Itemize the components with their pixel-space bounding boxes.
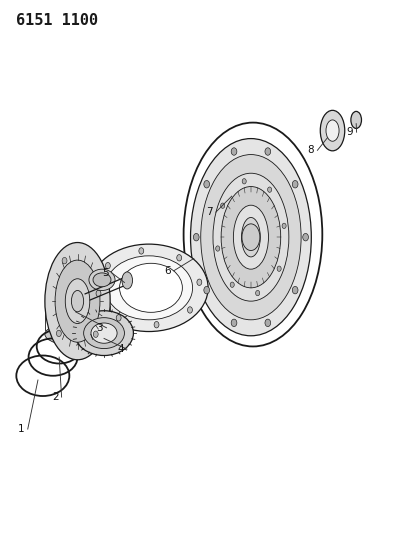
Ellipse shape xyxy=(45,322,110,346)
Text: 6151 1100: 6151 1100 xyxy=(16,13,98,28)
Circle shape xyxy=(154,321,159,328)
Text: 2: 2 xyxy=(52,392,58,402)
Circle shape xyxy=(177,255,182,261)
Ellipse shape xyxy=(213,173,289,301)
Ellipse shape xyxy=(242,224,260,251)
Circle shape xyxy=(93,331,98,337)
Circle shape xyxy=(277,266,281,271)
Ellipse shape xyxy=(90,244,208,332)
Ellipse shape xyxy=(93,273,111,287)
Circle shape xyxy=(105,262,110,269)
Ellipse shape xyxy=(233,205,268,269)
Circle shape xyxy=(99,280,104,286)
Ellipse shape xyxy=(75,311,133,356)
Circle shape xyxy=(56,330,61,337)
Circle shape xyxy=(62,257,67,264)
Circle shape xyxy=(216,246,220,251)
Text: 1: 1 xyxy=(18,424,24,434)
Circle shape xyxy=(231,148,237,155)
Circle shape xyxy=(303,233,308,241)
Ellipse shape xyxy=(242,217,260,257)
Text: 9: 9 xyxy=(347,127,353,137)
Circle shape xyxy=(265,148,271,155)
Circle shape xyxy=(255,290,259,296)
Circle shape xyxy=(231,319,237,327)
Ellipse shape xyxy=(221,187,281,288)
Circle shape xyxy=(292,181,298,188)
Ellipse shape xyxy=(71,290,84,312)
Circle shape xyxy=(230,282,234,287)
Ellipse shape xyxy=(201,155,301,320)
Ellipse shape xyxy=(45,243,110,360)
Circle shape xyxy=(265,319,271,327)
Ellipse shape xyxy=(55,260,100,342)
Ellipse shape xyxy=(91,323,117,343)
Text: 7: 7 xyxy=(206,207,213,217)
Ellipse shape xyxy=(65,279,90,324)
Ellipse shape xyxy=(326,120,339,141)
Circle shape xyxy=(221,203,225,208)
Text: 8: 8 xyxy=(308,146,314,155)
Circle shape xyxy=(116,314,121,321)
Ellipse shape xyxy=(84,318,124,349)
Circle shape xyxy=(96,290,101,296)
Ellipse shape xyxy=(89,269,115,290)
Ellipse shape xyxy=(122,272,133,289)
Ellipse shape xyxy=(120,263,182,312)
Circle shape xyxy=(139,248,144,254)
Ellipse shape xyxy=(351,111,361,128)
Ellipse shape xyxy=(105,256,193,320)
Circle shape xyxy=(188,307,193,313)
Circle shape xyxy=(193,233,199,241)
Text: 5: 5 xyxy=(102,268,109,278)
Circle shape xyxy=(282,223,286,229)
Circle shape xyxy=(204,286,210,294)
Ellipse shape xyxy=(191,139,311,336)
Text: 4: 4 xyxy=(117,344,124,354)
Circle shape xyxy=(204,181,210,188)
Text: 6: 6 xyxy=(164,266,171,276)
Ellipse shape xyxy=(320,110,345,151)
Circle shape xyxy=(242,179,246,184)
Circle shape xyxy=(197,279,202,286)
Circle shape xyxy=(268,187,272,192)
Text: 3: 3 xyxy=(97,323,103,333)
Circle shape xyxy=(292,286,298,294)
